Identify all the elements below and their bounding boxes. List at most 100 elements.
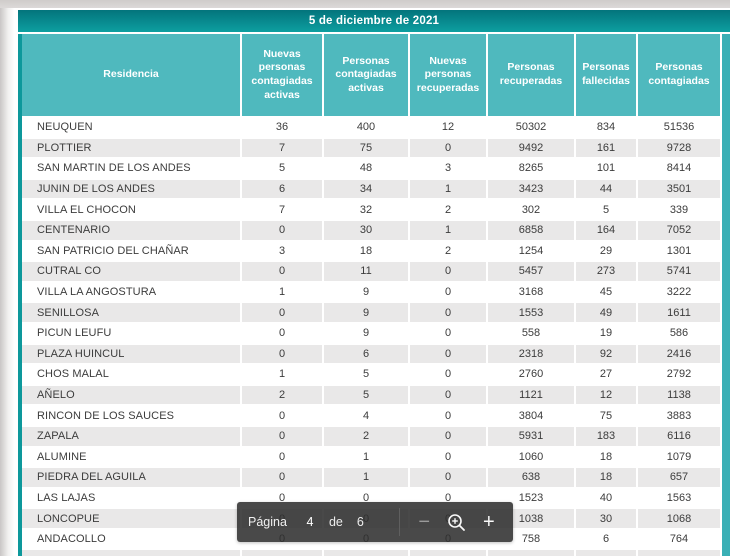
value-cell: 3	[410, 159, 488, 178]
value-cell: 6	[576, 529, 638, 549]
value-cell: 1121	[488, 385, 576, 405]
column-header-contagiadas-activas: Personas contagiadas activas	[324, 34, 410, 116]
value-cell: 0	[242, 426, 324, 446]
residencia-cell: ALUMINE	[22, 447, 242, 467]
value-cell: 0	[242, 262, 324, 281]
zoom-in-button[interactable]: +	[474, 507, 504, 537]
table-row: CUTRAL CO 0 11 0 5457 273 5741	[22, 262, 722, 281]
page-left-margin	[0, 8, 18, 556]
value-cell: 0	[410, 282, 488, 302]
table-row: CENTENARIO 0 30 1 6858 164 7052	[22, 220, 722, 240]
residencia-cell: ANDACOLLO	[22, 529, 242, 549]
value-cell: 1254	[488, 241, 576, 261]
table-row: VILLA EL CHOCON 7 32 2 302 5 339	[22, 200, 722, 219]
residencia-cell: PICUN LEUFU	[22, 323, 242, 343]
table-row: ZAPALA 0 2 0 5931 183 6116	[22, 426, 722, 446]
residencia-cell: SAN PATRICIO DEL CHAÑAR	[22, 241, 242, 261]
value-cell: 1553	[488, 303, 576, 322]
column-header-fallecidas: Personas fallecidas	[576, 34, 638, 116]
value-cell: 5741	[638, 262, 722, 281]
pdf-toolbar: Página de 6 − +	[237, 502, 513, 542]
residencia-cell: CENTENARIO	[22, 220, 242, 240]
table-row: SAN MARTIN DE LOS ANDES 5 48 3 8265 101 8414	[22, 159, 722, 178]
value-cell: 1060	[488, 447, 576, 467]
value-cell: 9492	[488, 138, 576, 158]
value-cell: 0	[410, 385, 488, 405]
value-cell: 12	[576, 385, 638, 405]
table-row: PICUN LEUFU 0 9 0 558 19 586	[22, 323, 722, 343]
page-total: 6	[356, 515, 364, 529]
value-cell: 2	[324, 426, 410, 446]
page-number-input[interactable]	[292, 515, 327, 529]
viewer-top-edge	[0, 0, 730, 8]
report-title-band: 5 de diciembre de 2021	[18, 10, 730, 32]
value-cell: 4	[324, 406, 410, 425]
page-of-label: de	[328, 515, 343, 529]
value-cell: 0	[410, 303, 488, 322]
value-cell: 40	[576, 488, 638, 508]
table-row: PIEDRA DEL AGUILA 0 1 0 638 18 657	[22, 468, 722, 487]
value-cell: 7	[242, 138, 324, 158]
table-row: ALUMINE 0 1 0 1060 18 1079	[22, 447, 722, 467]
value-cell: 3883	[638, 406, 722, 425]
value-cell: 0	[410, 468, 488, 487]
value-cell	[242, 550, 324, 556]
value-cell: 339	[638, 200, 722, 219]
zoom-controls: − +	[400, 507, 513, 537]
value-cell: 3168	[488, 282, 576, 302]
residencia-cell: VILLA EL CHOCON	[22, 200, 242, 219]
table-row: SAN PATRICIO DEL CHAÑAR 3 18 2 1254 29 1301	[22, 241, 722, 261]
value-cell: 1138	[638, 385, 722, 405]
value-cell: 2792	[638, 365, 722, 384]
page-navigation: Página de 6	[237, 515, 399, 529]
value-cell: 5	[324, 385, 410, 405]
value-cell: 30	[324, 220, 410, 240]
value-cell: 3	[242, 241, 324, 261]
zoom-fit-button[interactable]	[441, 507, 471, 537]
value-cell: 0	[242, 406, 324, 425]
value-cell: 5	[324, 365, 410, 384]
value-cell: 5457	[488, 262, 576, 281]
value-cell: 3222	[638, 282, 722, 302]
value-cell: 273	[576, 262, 638, 281]
value-cell: 1	[242, 282, 324, 302]
table-row: PLOTTIER 7 75 0 9492 161 9728	[22, 138, 722, 158]
value-cell: 8265	[488, 159, 576, 178]
table-row: NEUQUEN 36 400 12 50302 834 51536	[22, 118, 722, 137]
value-cell: 302	[488, 200, 576, 219]
value-cell: 3423	[488, 179, 576, 199]
value-cell: 34	[324, 179, 410, 199]
value-cell: 400	[324, 118, 410, 137]
value-cell: 11	[324, 262, 410, 281]
value-cell: 9	[324, 323, 410, 343]
residencia-cell: CHOS MALAL	[22, 365, 242, 384]
value-cell: 2	[410, 200, 488, 219]
value-cell: 1611	[638, 303, 722, 322]
value-cell: 834	[576, 118, 638, 137]
value-cell: 638	[488, 468, 576, 487]
column-header-nuevas-recuperadas: Nuevas personas recuperadas	[410, 34, 488, 116]
value-cell: 6	[242, 179, 324, 199]
value-cell: 1563	[638, 488, 722, 508]
value-cell: 9728	[638, 138, 722, 158]
residencia-cell: ZAPALA	[22, 426, 242, 446]
residencia-cell: PIEDRA DEL AGUILA	[22, 468, 242, 487]
zoom-out-button[interactable]: −	[409, 507, 439, 537]
value-cell: 3804	[488, 406, 576, 425]
value-cell: 1301	[638, 241, 722, 261]
residencia-cell: VILLA LA ANGOSTURA	[22, 282, 242, 302]
value-cell: 18	[324, 241, 410, 261]
page-label: Página	[248, 515, 287, 529]
value-cell: 1	[324, 468, 410, 487]
value-cell: 101	[576, 159, 638, 178]
value-cell: 0	[410, 406, 488, 425]
table-body: NEUQUEN 36 400 12 50302 834 51536 PLOTTIER 7 75 0 9…	[22, 118, 722, 556]
residencia-cell: JUNIN DE LOS ANDES	[22, 179, 242, 199]
residencia-cell: NEUQUEN	[22, 118, 242, 137]
value-cell	[488, 550, 576, 556]
value-cell: 0	[242, 468, 324, 487]
value-cell: 0	[242, 220, 324, 240]
value-cell: 7052	[638, 220, 722, 240]
value-cell: 586	[638, 323, 722, 343]
value-cell: 2318	[488, 344, 576, 364]
